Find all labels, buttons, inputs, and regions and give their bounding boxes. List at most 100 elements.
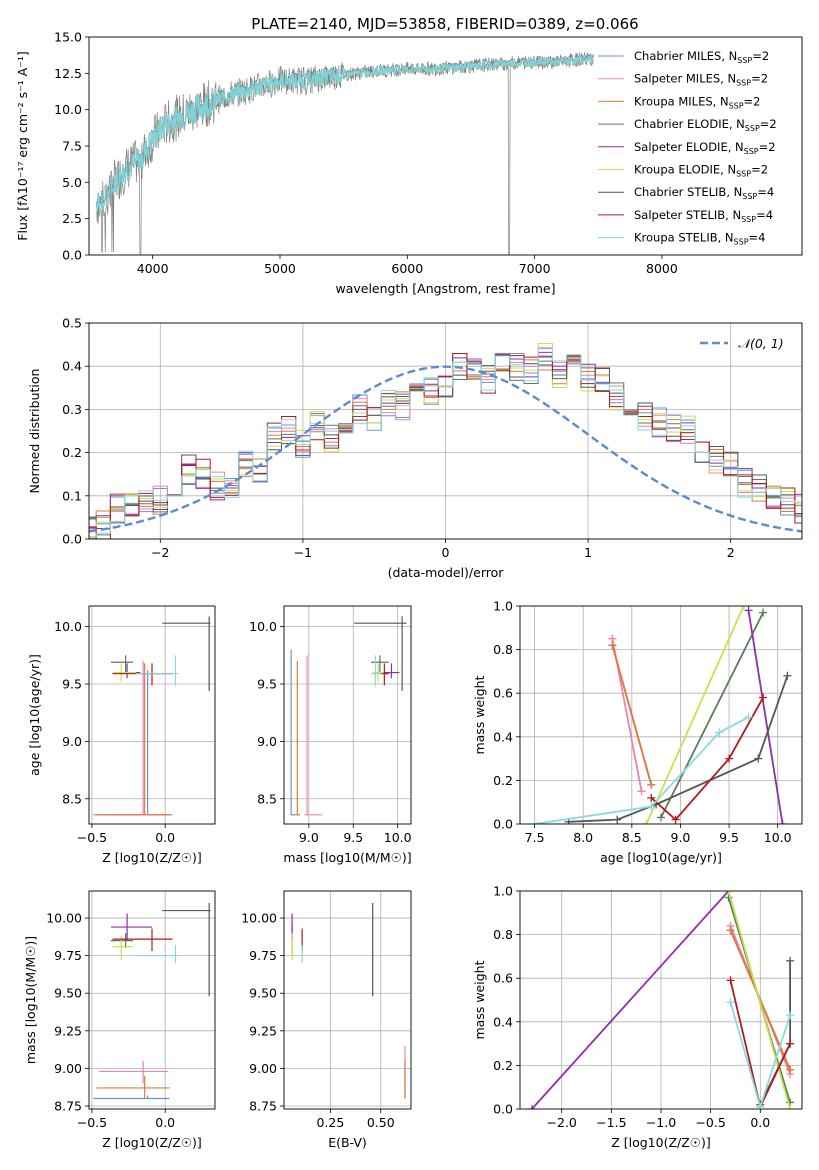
histogram-series bbox=[89, 354, 802, 524]
mass-weight-marker bbox=[637, 787, 646, 796]
legend-nssp-prefix: , N bbox=[720, 72, 736, 86]
y-tick-label: 9.0 bbox=[62, 734, 82, 749]
mass-weight-marker bbox=[647, 802, 656, 811]
y-tick-label: 9.0 bbox=[257, 734, 277, 749]
legend-entry: Chabrier MILES, NSSP=2 bbox=[634, 49, 769, 65]
mass-weight-marker bbox=[726, 976, 735, 985]
plot-area bbox=[284, 891, 411, 1109]
mass-weight-marker bbox=[744, 606, 753, 615]
mass-weight-line bbox=[611, 644, 653, 786]
axes-frame bbox=[283, 605, 412, 825]
y-tick-label: 10.00 bbox=[241, 911, 277, 926]
y-tick-label: 10.0 bbox=[249, 619, 277, 634]
legend-subscript: SSP bbox=[736, 79, 751, 88]
legend-nssp-prefix: , N bbox=[720, 163, 736, 177]
legend-model-name: Salpeter MILES bbox=[634, 72, 720, 86]
legend-nssp-prefix: , N bbox=[713, 94, 729, 108]
mass-weight-marker bbox=[657, 813, 665, 822]
legend-subscript: SSP bbox=[742, 192, 757, 201]
y-tick-label: 9.75 bbox=[249, 948, 277, 963]
mass-weight-marker bbox=[647, 780, 656, 789]
y-tick-label: 9.00 bbox=[54, 1061, 82, 1076]
y-tick-label: 8.75 bbox=[54, 1098, 82, 1113]
legend-model-name: Salpeter ELODIE bbox=[634, 140, 728, 154]
y-tick-label: 9.50 bbox=[249, 986, 277, 1001]
legend-nssp-value: =4 bbox=[749, 231, 766, 245]
histogram-series bbox=[89, 351, 802, 530]
y-tick-label: 9.5 bbox=[257, 677, 277, 692]
y-tick-label: 0.2 bbox=[493, 773, 513, 788]
legend-subscript: SSP bbox=[745, 124, 760, 133]
y-tick-label: 0.3 bbox=[62, 402, 82, 417]
legend-nssp-prefix: , N bbox=[728, 140, 744, 154]
mass-weight-marker bbox=[756, 1102, 765, 1109]
x-tick-label: 0.50 bbox=[367, 1115, 395, 1130]
x-axis-label: Z [log10(Z/Z☉)] bbox=[102, 1135, 202, 1150]
massweight-vs-age-panel: 7.5 8.0 8.5 9.0 9.5 10.0 0.0 0.2 0.4 0.6 0.8 1.0 age… bbox=[472, 599, 803, 865]
y-tick-label: 8.5 bbox=[62, 791, 82, 806]
model-spectrum-line bbox=[96, 53, 594, 216]
y-tick-label: 0.2 bbox=[493, 1058, 513, 1073]
model-spectrum-line bbox=[96, 54, 594, 217]
x-tick-label: 0.0 bbox=[155, 830, 175, 845]
mass-weight-marker bbox=[786, 1039, 795, 1048]
model-spectrum-line bbox=[96, 54, 594, 216]
x-tick-label: 0 bbox=[442, 545, 450, 560]
legend-nssp-prefix: , N bbox=[718, 231, 734, 245]
mass-weight-line bbox=[645, 606, 745, 824]
mass-vs-Z-panel: −0.5 0.0 8.75 9.00 9.25 9.50 9.75 10.00 Z [log10… bbox=[23, 890, 216, 1150]
y-tick-label: 1.0 bbox=[493, 599, 513, 614]
mass-weight-line bbox=[660, 612, 764, 818]
x-tick-label: −2.0 bbox=[547, 1115, 577, 1130]
legend-subscript: SSP bbox=[734, 238, 749, 247]
x-tick-label: 8.5 bbox=[622, 830, 642, 845]
legend-entry: 𝒩(0, 1) bbox=[738, 336, 784, 351]
y-tick-label: 0.6 bbox=[493, 971, 513, 986]
y-axis-label: Normed distribution bbox=[27, 369, 42, 494]
mass-weight-marker bbox=[724, 891, 733, 895]
mass-weight-marker bbox=[642, 820, 651, 824]
legend-nssp-value: =4 bbox=[757, 185, 774, 199]
plot-area bbox=[284, 606, 411, 824]
legend-model-name: Kroupa ELODIE bbox=[634, 163, 720, 177]
histogram-series bbox=[89, 346, 802, 538]
legend-nssp-value: =4 bbox=[756, 208, 773, 222]
mass-weight-line bbox=[534, 716, 749, 824]
mass-weight-marker bbox=[725, 754, 734, 763]
legend-model-name: Kroupa MILES bbox=[634, 94, 713, 108]
plot-area bbox=[89, 606, 215, 824]
histogram-series bbox=[89, 352, 802, 525]
y-tick-label: 0.1 bbox=[62, 488, 82, 503]
model-spectrum-line bbox=[96, 54, 594, 217]
y-tick-label: 0.0 bbox=[62, 248, 82, 263]
mass-weight-marker bbox=[786, 1105, 795, 1109]
legend-nssp-value: =2 bbox=[751, 163, 768, 177]
mass-weight-marker bbox=[613, 815, 622, 824]
mass-weight-line bbox=[650, 697, 764, 821]
legend-entry: Kroupa ELODIE, NSSP=2 bbox=[634, 163, 768, 179]
x-tick-label: 4000 bbox=[137, 261, 169, 276]
x-tick-label: 7.5 bbox=[525, 830, 545, 845]
mass-weight-line bbox=[531, 891, 730, 1109]
x-tick-label: 0.0 bbox=[750, 1115, 770, 1130]
mass-weight-line bbox=[747, 610, 784, 824]
y-tick-label: 8.75 bbox=[249, 1098, 277, 1113]
y-tick-label: 9.50 bbox=[54, 986, 82, 1001]
legend-model-name: Chabrier ELODIE bbox=[634, 117, 729, 131]
y-axis-label: mass weight bbox=[472, 960, 487, 1039]
y-tick-label: 2.5 bbox=[62, 211, 82, 226]
x-tick-label: 7000 bbox=[519, 261, 551, 276]
histogram-series bbox=[89, 352, 802, 539]
y-axis-label: mass [log10(M/M☉)] bbox=[23, 936, 38, 1064]
legend-subscript: SSP bbox=[744, 147, 759, 156]
legend-subscript: SSP bbox=[741, 215, 756, 224]
x-tick-label: 10.0 bbox=[764, 830, 792, 845]
y-axis-label: mass weight bbox=[472, 675, 487, 754]
legend-subscript: SSP bbox=[729, 101, 744, 110]
x-axis-label: Z [log10(Z/Z☉)] bbox=[611, 1135, 711, 1150]
y-tick-label: 0.5 bbox=[62, 316, 82, 331]
x-tick-label: 1 bbox=[584, 545, 592, 560]
y-tick-label: 9.25 bbox=[249, 1023, 277, 1038]
plot-area bbox=[520, 606, 802, 824]
legend-entry: Salpeter ELODIE, NSSP=2 bbox=[634, 140, 776, 156]
